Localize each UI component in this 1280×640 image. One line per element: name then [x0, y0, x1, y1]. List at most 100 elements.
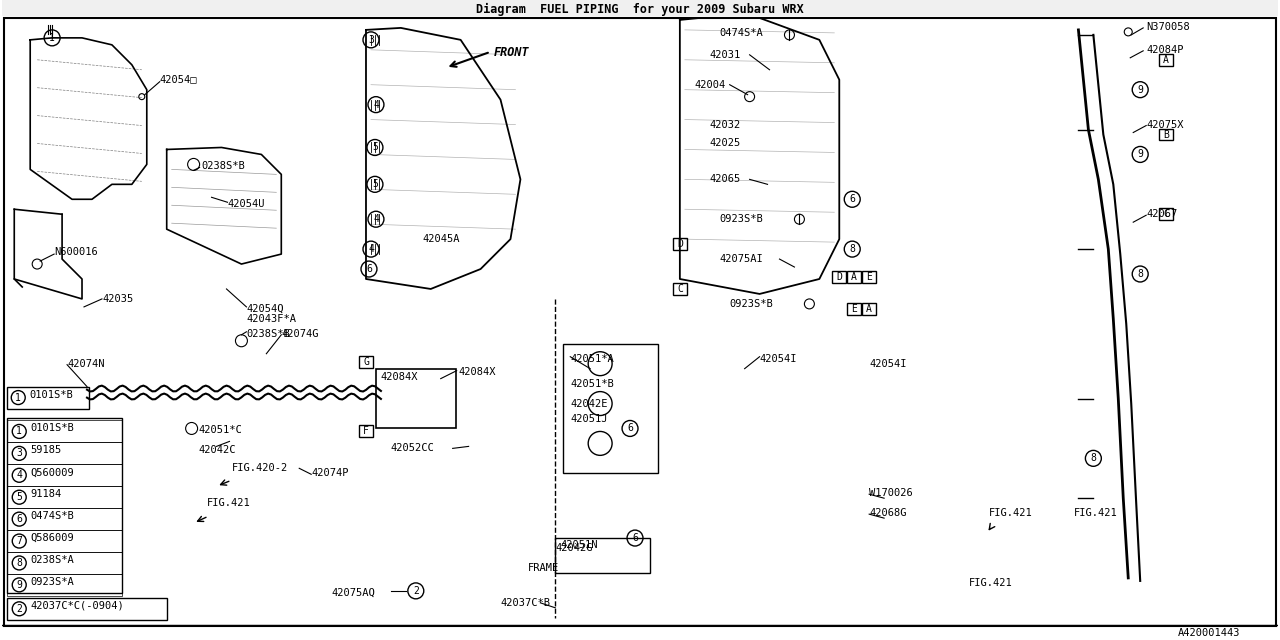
Text: 9: 9	[1137, 150, 1143, 159]
Text: 3: 3	[17, 449, 22, 458]
Text: E: E	[851, 304, 858, 314]
Text: 8: 8	[17, 558, 22, 568]
Bar	[863, 271, 876, 283]
Bar	[8, 598, 166, 620]
Text: FIG.421: FIG.421	[988, 508, 1033, 518]
Text: 0474S*B: 0474S*B	[31, 511, 74, 521]
Text: 42051*B: 42051*B	[571, 379, 614, 388]
Text: E: E	[867, 272, 872, 282]
Text: 4: 4	[372, 100, 379, 109]
Text: FIG.421: FIG.421	[969, 578, 1012, 588]
Text: 0238S*B: 0238S*B	[247, 329, 291, 339]
Text: 42032: 42032	[709, 120, 741, 129]
Text: 42037C*C(-0904): 42037C*C(-0904)	[31, 601, 124, 611]
Bar	[673, 238, 687, 250]
Text: A420001443: A420001443	[1178, 628, 1240, 637]
Text: D: D	[677, 239, 682, 249]
Text: 42054I: 42054I	[759, 354, 797, 364]
Bar	[8, 387, 90, 408]
Text: 6: 6	[366, 264, 372, 274]
Text: 6: 6	[17, 514, 22, 524]
Text: Q560009: Q560009	[31, 467, 74, 477]
Text: B: B	[1164, 129, 1169, 140]
Text: 9: 9	[17, 580, 22, 590]
Text: C: C	[1164, 209, 1169, 220]
Bar	[358, 426, 372, 437]
Text: 4: 4	[372, 214, 379, 224]
Text: 42067: 42067	[1146, 209, 1178, 220]
Text: 42051J: 42051J	[571, 413, 608, 424]
Text: 42074N: 42074N	[67, 358, 105, 369]
Bar	[8, 442, 122, 465]
Text: 91184: 91184	[31, 489, 61, 499]
Text: Q586009: Q586009	[31, 533, 74, 543]
Text: FIG.420-2: FIG.420-2	[232, 463, 288, 474]
Bar	[556, 538, 650, 573]
Text: 59185: 59185	[31, 445, 61, 456]
Bar	[1160, 208, 1172, 220]
Bar	[8, 508, 122, 530]
Text: Diagram  FUEL PIPING  for your 2009 Subaru WRX: Diagram FUEL PIPING for your 2009 Subaru…	[476, 3, 804, 16]
Text: 0238S*A: 0238S*A	[31, 555, 74, 565]
Text: 42084P: 42084P	[1146, 45, 1184, 55]
Bar	[8, 530, 122, 552]
Text: 1: 1	[17, 426, 22, 436]
Text: F: F	[364, 426, 369, 436]
Text: 42084X: 42084X	[458, 367, 497, 377]
Bar	[1160, 129, 1172, 141]
Text: 42031: 42031	[709, 50, 741, 60]
Text: 42052CC: 42052CC	[390, 444, 435, 453]
Text: 42075AI: 42075AI	[719, 254, 763, 264]
Text: 42084X: 42084X	[381, 372, 419, 381]
Text: 2: 2	[17, 604, 22, 614]
Bar	[863, 303, 876, 315]
Text: N600016: N600016	[54, 247, 97, 257]
Text: 42051*A: 42051*A	[571, 354, 614, 364]
Text: 0923S*A: 0923S*A	[31, 577, 74, 587]
Bar	[8, 420, 122, 442]
Text: 8: 8	[1091, 453, 1096, 463]
Text: N370058: N370058	[1146, 22, 1190, 32]
Text: 6: 6	[850, 195, 855, 204]
Text: 42042E: 42042E	[571, 399, 608, 408]
Text: 42075AQ: 42075AQ	[332, 588, 375, 598]
Text: D: D	[836, 272, 842, 282]
Text: 0923S*B: 0923S*B	[730, 299, 773, 309]
Text: 42004: 42004	[695, 80, 726, 90]
Text: 4: 4	[17, 470, 22, 480]
Bar	[8, 552, 122, 574]
Bar	[358, 356, 372, 367]
Text: 0101S*B: 0101S*B	[31, 424, 74, 433]
Text: 42054□: 42054□	[160, 75, 197, 84]
Bar	[847, 271, 861, 283]
Text: 42035: 42035	[102, 294, 133, 304]
Text: 42065: 42065	[709, 174, 741, 184]
Bar	[8, 419, 122, 593]
Text: 42054U: 42054U	[228, 199, 265, 209]
Text: 8: 8	[1137, 269, 1143, 279]
Text: 42054Q: 42054Q	[247, 304, 284, 314]
Text: 8: 8	[850, 244, 855, 254]
Bar	[832, 271, 846, 283]
Text: 7: 7	[17, 536, 22, 546]
Text: A: A	[851, 272, 858, 282]
Text: 42054I: 42054I	[869, 358, 906, 369]
Text: FRONT: FRONT	[494, 46, 529, 59]
Text: 0474S*A: 0474S*A	[719, 28, 763, 38]
Text: 42051*C: 42051*C	[198, 426, 242, 435]
Text: 0238S*B: 0238S*B	[201, 161, 246, 172]
Text: 2: 2	[413, 586, 419, 596]
Text: W170026: W170026	[869, 488, 913, 498]
Text: 42074G: 42074G	[282, 329, 319, 339]
Text: 42037C*B: 42037C*B	[500, 598, 550, 608]
Text: 9: 9	[1137, 84, 1143, 95]
Text: FRAME: FRAME	[527, 563, 558, 573]
Bar	[563, 344, 658, 474]
Text: 1: 1	[15, 392, 22, 403]
Text: 6: 6	[632, 533, 637, 543]
Text: A: A	[1164, 55, 1169, 65]
Bar	[673, 283, 687, 295]
Text: FIG.421: FIG.421	[206, 498, 251, 508]
Bar	[1160, 54, 1172, 66]
Text: 5: 5	[372, 143, 378, 152]
